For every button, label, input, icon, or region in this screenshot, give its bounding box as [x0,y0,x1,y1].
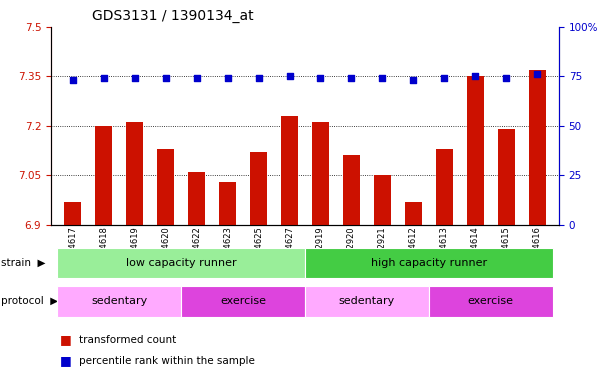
Bar [250,152,267,225]
Point [223,75,233,81]
Bar [281,116,298,225]
Text: exercise: exercise [220,296,266,306]
Bar [64,202,81,225]
Bar [405,202,422,225]
Point [161,75,171,81]
Point [316,75,325,81]
Point [285,73,294,79]
Bar [529,70,546,225]
Point [501,75,511,81]
Point [130,75,139,81]
Point [439,75,449,81]
Point [377,75,387,81]
Text: sedentary: sedentary [339,296,395,306]
Bar [157,149,174,225]
Bar [498,129,515,225]
Bar [436,149,453,225]
Point [68,77,78,83]
Point [99,75,109,81]
Text: low capacity runner: low capacity runner [126,258,236,268]
Text: sedentary: sedentary [91,296,147,306]
Text: exercise: exercise [468,296,514,306]
Point [254,75,263,81]
Text: GDS3131 / 1390134_at: GDS3131 / 1390134_at [92,9,254,23]
Text: ■: ■ [60,333,72,346]
Text: transformed count: transformed count [79,335,177,345]
Text: protocol  ▶: protocol ▶ [1,296,58,306]
Bar [126,122,143,225]
Text: strain  ▶: strain ▶ [1,258,46,268]
Bar [312,122,329,225]
Point [409,77,418,83]
Point [532,71,542,78]
Bar [343,156,360,225]
Bar [219,182,236,225]
Bar [95,126,112,225]
Bar [467,76,484,225]
Text: percentile rank within the sample: percentile rank within the sample [79,356,255,366]
Point [347,75,356,81]
Bar [374,175,391,225]
Text: high capacity runner: high capacity runner [371,258,487,268]
Bar [188,172,205,225]
Point [192,75,201,81]
Text: ■: ■ [60,354,72,367]
Point [471,73,480,79]
